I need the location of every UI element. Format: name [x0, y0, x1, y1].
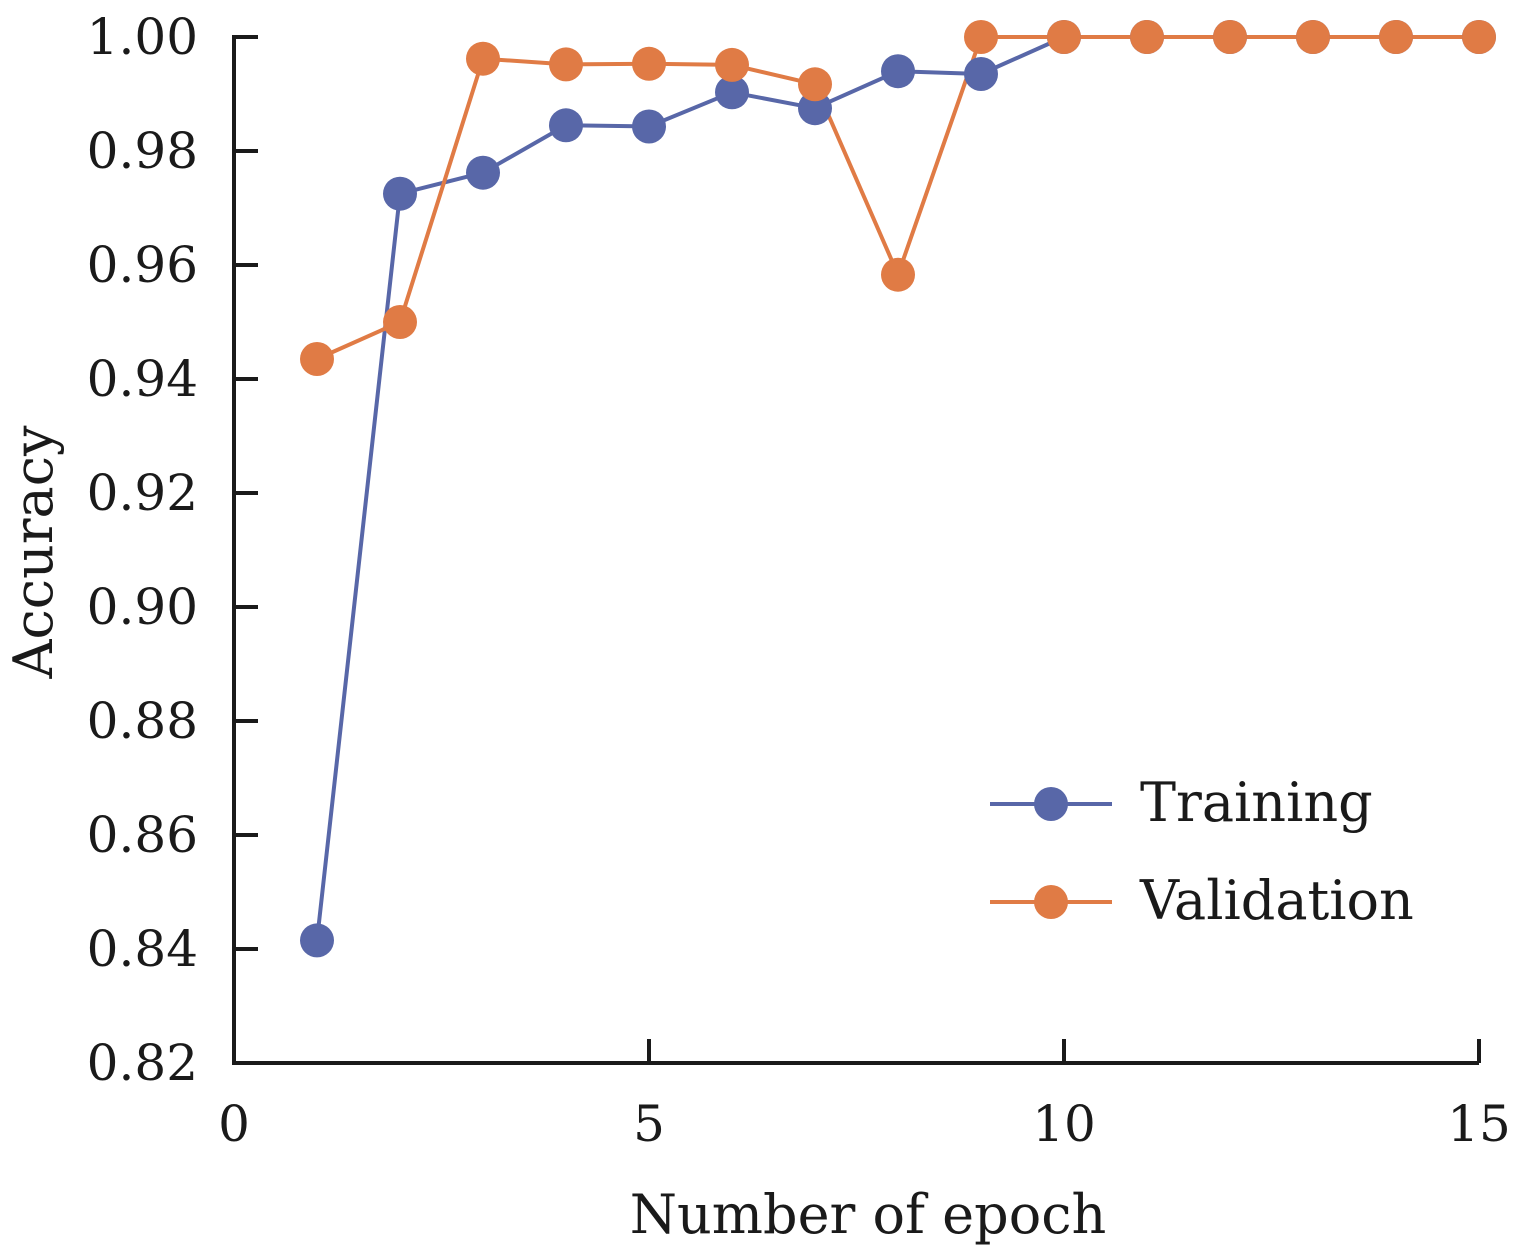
data-point-training: [466, 155, 500, 190]
x-tick-label: 5: [633, 1095, 665, 1153]
legend: Training Validation: [990, 771, 1414, 932]
data-point-validation: [1296, 20, 1330, 54]
data-point-training: [964, 57, 998, 91]
data-point-training: [300, 923, 334, 958]
y-tick-label: 0.92: [87, 464, 198, 522]
data-point-validation: [1047, 20, 1081, 54]
x-tick-label: 0: [218, 1095, 250, 1153]
data-point-validation: [300, 342, 334, 376]
data-point-validation: [1379, 20, 1413, 54]
x-tick-label: 10: [1032, 1095, 1096, 1153]
legend-marker-training: [1034, 787, 1068, 821]
data-point-training: [715, 75, 749, 110]
data-point-validation: [798, 67, 832, 102]
x-ticks: 0 5 10 15: [218, 1039, 1511, 1153]
data-point-validation: [1213, 20, 1247, 54]
data-point-training: [383, 176, 417, 211]
y-tick-label: 1.00: [87, 8, 198, 66]
y-tick-label: 0.84: [87, 920, 198, 978]
data-point-validation: [964, 20, 998, 54]
data-point-training: [549, 108, 583, 143]
y-tick-label: 0.82: [87, 1034, 198, 1092]
legend-label-training: Training: [1140, 771, 1373, 834]
x-axis-title: Number of epoch: [630, 1183, 1106, 1246]
data-point-validation: [632, 46, 666, 81]
data-point-validation: [549, 47, 583, 82]
y-tick-label: 0.98: [87, 122, 198, 180]
y-tick-label: 0.94: [87, 350, 198, 408]
data-point-validation: [466, 41, 500, 76]
data-point-validation: [881, 257, 915, 292]
series-layer: [300, 20, 1496, 958]
data-point-training: [798, 91, 832, 126]
legend-marker-validation: [1034, 885, 1068, 919]
data-point-validation: [1462, 20, 1496, 54]
data-point-validation: [715, 47, 749, 82]
y-tick-label: 0.90: [87, 578, 198, 636]
y-axis-title: Accuracy: [2, 425, 65, 680]
data-point-training: [632, 109, 666, 144]
y-ticks: 0.82 0.84 0.86 0.88 0.90 0.92 0.94 0.96 0.98 1.00: [87, 8, 258, 1092]
axes: [232, 35, 1479, 1065]
data-point-training: [881, 54, 915, 89]
y-tick-label: 0.88: [87, 692, 198, 750]
data-point-validation: [1130, 20, 1164, 54]
legend-label-validation: Validation: [1139, 869, 1414, 932]
y-tick-label: 0.96: [87, 236, 198, 294]
y-tick-label: 0.86: [87, 806, 198, 864]
x-tick-label: 15: [1447, 1095, 1511, 1153]
data-point-validation: [383, 305, 417, 339]
